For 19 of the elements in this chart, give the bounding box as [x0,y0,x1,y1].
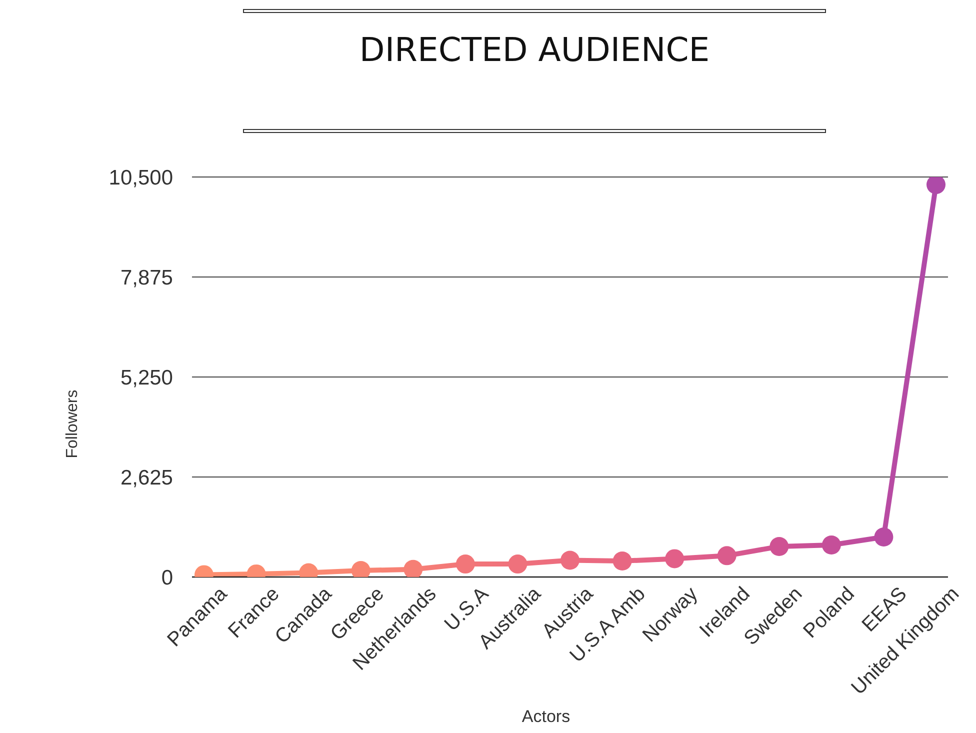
point [612,552,632,570]
point [717,546,736,566]
point [560,550,580,570]
point [770,537,789,556]
point [665,549,684,568]
y-tick-label: 10,500 [108,166,173,190]
point [508,554,528,574]
y-axis-title: Followers [64,390,80,458]
y-tick-label: 7,875 [120,266,173,290]
point [822,536,841,554]
y-tick-label: 5,250 [120,366,173,390]
x-axis-title: Actors [522,707,570,726]
point [456,554,475,574]
point [874,528,894,546]
point [926,177,946,194]
point [404,560,423,577]
y-tick-label: 0 [161,566,173,590]
y-tick-label: 2,625 [120,466,173,490]
chart-title: DIRECTED AUDIENCE [358,30,711,70]
